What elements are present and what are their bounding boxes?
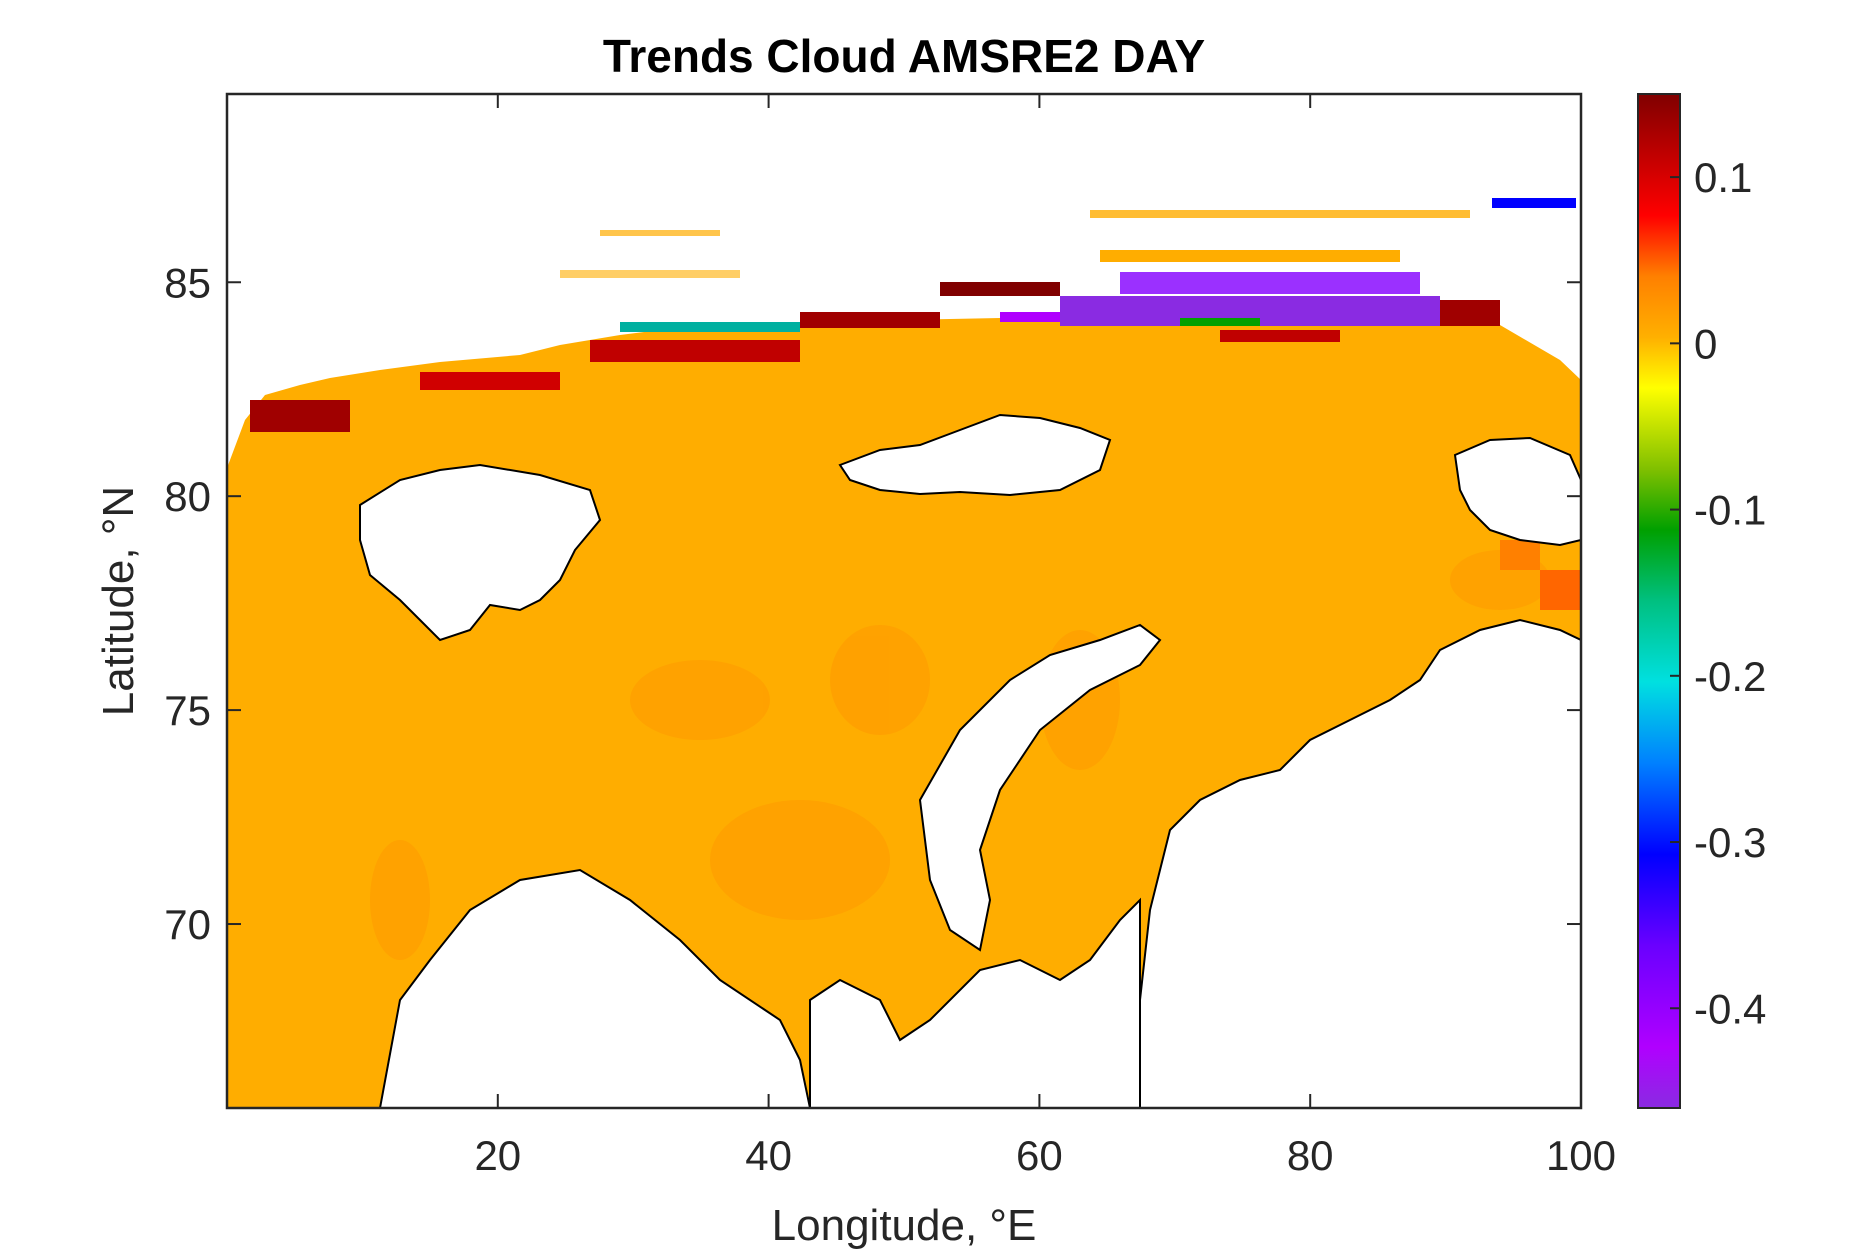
kola-white-sea-coast [809,897,1141,1108]
darker-trend-patches [370,550,1550,960]
ice-edge-band [250,198,1581,610]
x-tick-label: 60 [1016,1132,1063,1179]
colorbar-tick-label: 0.1 [1694,154,1752,201]
plot-frame [225,92,1583,1110]
colorbar-tick-label: -0.2 [1694,653,1766,700]
colorbar: 0.1 0 -0.1 -0.2 -0.3 -0.4 [1637,93,1766,1109]
y-tick-label: 80 [164,473,211,520]
y-axis-label: Latitude, °N [94,486,143,716]
x-tick-label: 80 [1287,1132,1334,1179]
colorbar-tick-label: -0.1 [1694,487,1766,534]
colorbar-ticks: 0.1 0 -0.1 -0.2 -0.3 -0.4 [1670,154,1766,1032]
y-tick-label: 75 [164,687,211,734]
colorbar-tick-label: -0.3 [1694,819,1766,866]
x-axis-ticks: 20 40 60 80 100 [474,94,1616,1179]
yamal-taymyr-coast [1118,618,1581,1108]
svalbard [359,463,602,642]
franz-josef-land [838,413,1112,497]
y-tick-label: 70 [164,901,211,948]
x-axis-label: Longitude, °E [772,1201,1037,1250]
colorbar-tick-label: 0 [1694,320,1717,367]
x-tick-label: 40 [745,1132,792,1179]
severnaya-zemlya [1453,436,1581,547]
x-tick-label: 20 [474,1132,521,1179]
novaya-zemlya [918,623,1162,952]
y-axis-ticks: 70 75 80 85 [164,259,1581,948]
colorbar-gradient [1637,93,1681,1109]
heatmap-field [227,198,1581,1108]
y-tick-label: 85 [164,259,211,306]
scandinavia-russia-coast [378,868,812,1108]
chart-title: Trends Cloud AMSRE2 DAY [603,30,1205,82]
x-tick-label: 100 [1546,1132,1616,1179]
land-masses [359,413,1581,1108]
colorbar-tick-label: -0.4 [1694,985,1766,1032]
